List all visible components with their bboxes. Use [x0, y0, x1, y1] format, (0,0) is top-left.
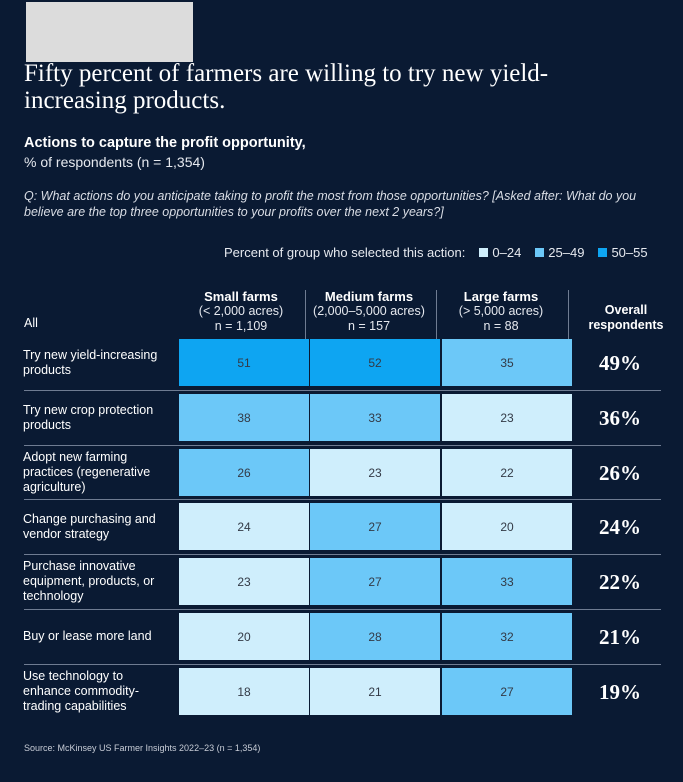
legend-swatch-high — [598, 248, 608, 257]
heatmap-cell: 20 — [442, 503, 572, 550]
header-divider — [436, 290, 437, 340]
legend-title: Percent of group who selected this actio… — [224, 245, 466, 260]
legend-label-high: 50–55 — [611, 245, 648, 260]
overall-value: 19% — [599, 680, 641, 704]
legend-swatch-mid — [535, 248, 545, 257]
column-name: Medium farms — [324, 289, 414, 304]
row-label: Use technology to enhance commodity-trad… — [23, 669, 140, 713]
column-n: n = 157 — [347, 319, 391, 333]
heatmap-cell: 35 — [442, 339, 572, 386]
heatmap-cell: 33 — [442, 558, 572, 605]
heatmap-cell: 28 — [310, 613, 440, 660]
row-separator — [24, 554, 661, 555]
heatmap-cell: 26 — [179, 449, 309, 496]
row-separator — [24, 390, 661, 391]
heatmap-cell: 18 — [179, 668, 309, 715]
column-header-overall: Overall respondents — [588, 303, 664, 332]
overall-value: 26% — [599, 461, 641, 485]
column-header-medium: Medium farms (2,000–5,000 acres) n = 157 — [304, 289, 434, 334]
all-label: All — [24, 316, 38, 330]
heatmap-cell: 52 — [310, 339, 440, 386]
survey-question: Q: What actions do you anticipate taking… — [24, 189, 637, 219]
header-divider — [305, 290, 306, 340]
row-label: Try new crop protection products — [23, 402, 154, 432]
row-label: Adopt new farming practices (regenerativ… — [23, 450, 151, 494]
overall-value: 49% — [599, 351, 641, 375]
legend-label-low: 0–24 — [492, 245, 522, 260]
heatmap-cell: 21 — [310, 668, 440, 715]
row-separator — [24, 609, 661, 610]
heatmap-cell: 32 — [442, 613, 572, 660]
heatmap-cell: 51 — [179, 339, 309, 386]
chart-title: Fifty percent of farmers are willing to … — [24, 60, 549, 114]
row-separator — [24, 499, 661, 500]
column-n: n = 1,109 — [214, 319, 268, 333]
overall-value: 36% — [599, 406, 641, 430]
heatmap-cell: 27 — [310, 558, 440, 605]
row-separator — [24, 445, 661, 446]
heatmap-cell: 20 — [179, 613, 309, 660]
legend-item-high: 50–55 — [598, 245, 648, 260]
row-separator — [24, 664, 661, 665]
heatmap-cell: 33 — [310, 394, 440, 441]
column-size: (2,000–5,000 acres) — [313, 304, 425, 318]
chart-subtitle: Actions to capture the profit opportunit… — [24, 135, 306, 151]
column-header-large: Large farms (> 5,000 acres) n = 88 — [436, 289, 566, 334]
redacted-logo-block — [26, 2, 193, 62]
row-label: Buy or lease more land — [23, 629, 152, 643]
row-label: Change purchasing and vendor strategy — [23, 511, 156, 541]
heatmap-cell: 24 — [179, 503, 309, 550]
column-header-small: Small farms (< 2,000 acres) n = 1,109 — [176, 289, 306, 334]
row-label: Purchase innovative equipment, products,… — [23, 559, 155, 603]
legend-label-mid: 25–49 — [548, 245, 585, 260]
column-name: Small farms — [204, 289, 278, 304]
legend-item-mid: 25–49 — [535, 245, 584, 260]
heatmap-cell: 22 — [442, 449, 572, 496]
header-divider — [568, 290, 569, 340]
heatmap-cell: 23 — [179, 558, 309, 605]
column-size: (> 5,000 acres) — [458, 304, 544, 318]
heatmap-cell: 23 — [310, 449, 440, 496]
legend-swatch-low — [479, 248, 489, 257]
heatmap-cell: 23 — [442, 394, 572, 441]
legend-item-low: 0–24 — [479, 245, 521, 260]
column-size: (< 2,000 acres) — [198, 304, 284, 318]
heatmap-cell: 27 — [310, 503, 440, 550]
chart-unit: % of respondents (n = 1,354) — [24, 154, 205, 170]
heatmap-cell: 27 — [442, 668, 572, 715]
overall-value: 22% — [599, 570, 641, 594]
heatmap-cell: 38 — [179, 394, 309, 441]
column-name: Large farms — [463, 289, 539, 304]
row-label: Try new yield-increasing products — [23, 347, 158, 377]
source-note: Source: McKinsey US Farmer Insights 2022… — [24, 743, 261, 753]
legend: Percent of group who selected this actio… — [224, 245, 648, 260]
overall-value: 24% — [599, 515, 641, 539]
overall-value: 21% — [599, 625, 641, 649]
column-n: n = 88 — [483, 319, 519, 333]
